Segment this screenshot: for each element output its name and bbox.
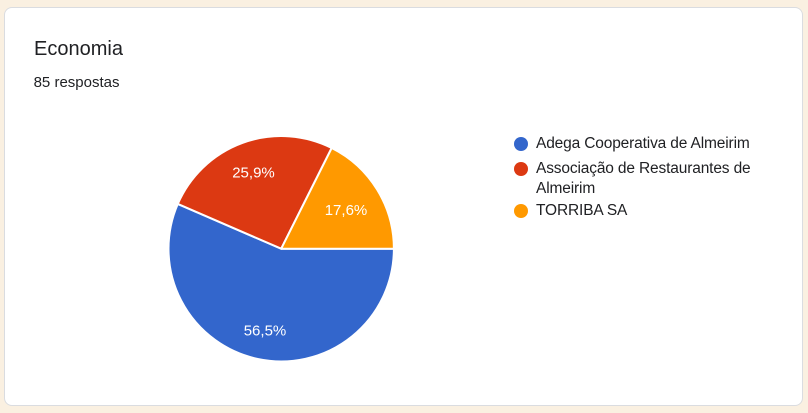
svg-text:25,9%: 25,9% bbox=[232, 165, 275, 182]
svg-text:56,5%: 56,5% bbox=[244, 323, 287, 340]
svg-text:17,6%: 17,6% bbox=[325, 202, 368, 219]
